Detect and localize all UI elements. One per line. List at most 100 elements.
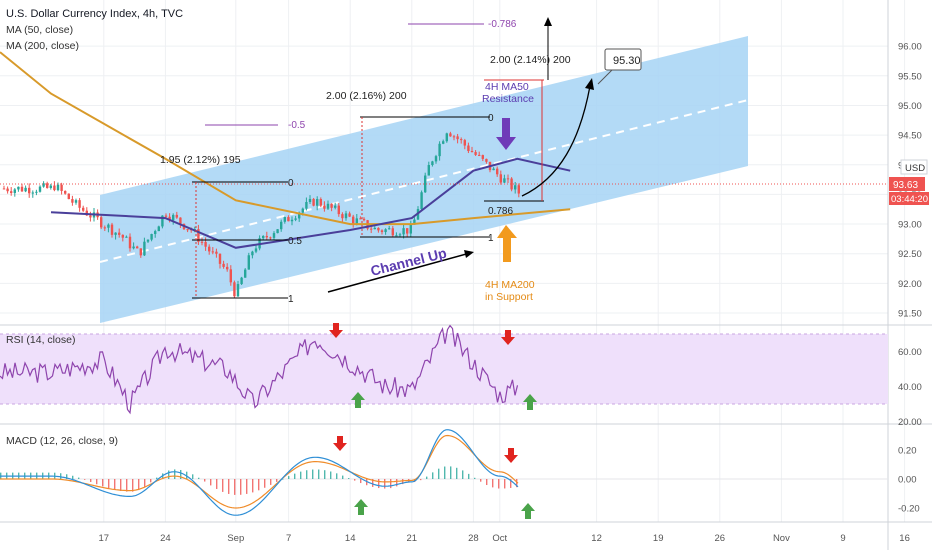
rsi-down-arrow-icon: [501, 330, 515, 345]
candle-body: [38, 186, 42, 192]
candle-body: [24, 187, 27, 192]
macd-hist-bar: [90, 479, 92, 482]
candle-body: [236, 284, 240, 297]
candle-body: [247, 255, 250, 270]
macd-tick-label: 0.00: [898, 475, 917, 486]
time-tick-label: Nov: [773, 533, 790, 544]
macd-hist-bar: [474, 477, 476, 479]
candle-body: [334, 205, 337, 208]
macd-hist-bar: [150, 479, 152, 483]
candle-body: [13, 189, 16, 193]
projection-curve: [521, 85, 591, 197]
symbol-title[interactable]: U.S. Dollar Currency Index, 4h, TVC: [6, 8, 183, 20]
time-tick-label: 24: [160, 533, 171, 544]
macd-hist-bar: [246, 479, 248, 494]
candle-body: [341, 214, 344, 219]
macd-hist-bar: [456, 467, 458, 479]
rsi-up-arrow-icon: [523, 394, 537, 410]
macd-up-arrow-icon: [354, 499, 368, 515]
candle-body: [204, 242, 207, 247]
rsi-legend[interactable]: RSI (14, close): [6, 334, 75, 346]
price-tick-label: 94.50: [898, 131, 922, 142]
macd-hist-bar: [288, 476, 290, 479]
candle-body: [118, 232, 121, 235]
candle-body: [164, 215, 168, 217]
fib-neg05-label: -0.5: [288, 120, 306, 131]
candle-body: [31, 192, 34, 194]
macd-hist-bar: [222, 479, 224, 492]
ma50-legend[interactable]: MA (50, close): [6, 24, 73, 36]
macd-down-arrow-icon: [333, 436, 347, 451]
time-axis: 17 24 Sep 7 14 21 28 Oct 12 19 26 Nov 9 16: [99, 533, 910, 544]
currency-box[interactable]: [900, 159, 928, 175]
macd-hist-bar: [168, 470, 170, 479]
macd-hist-bar: [138, 479, 140, 491]
candle-body: [215, 251, 218, 254]
candle-body: [330, 203, 333, 208]
candle-body: [355, 218, 358, 224]
ma50-line: [50, 157, 571, 249]
fib-neg0786-label: -0.786: [488, 19, 517, 30]
candle-body: [301, 208, 304, 213]
macd-hist-bar: [120, 479, 122, 491]
candle-body: [506, 178, 510, 180]
candle-body: [132, 246, 135, 249]
candle-body: [456, 136, 459, 140]
price-tick-label: 92.50: [898, 249, 922, 260]
candle-body: [499, 174, 502, 183]
candle-body: [233, 282, 236, 297]
fib-mid-one-label: 1: [488, 233, 494, 244]
candle-body: [316, 199, 319, 206]
candle-body: [384, 229, 387, 233]
candle-body: [449, 133, 452, 137]
fib-left-half-label: 0.5: [288, 236, 302, 247]
candle-body: [78, 200, 81, 208]
macd-hist-bar: [318, 469, 320, 479]
candle-body: [276, 229, 279, 234]
fib-right-drawing: [484, 79, 544, 202]
candle-body: [503, 178, 506, 183]
candle-body: [352, 216, 355, 224]
macd-hist-bar: [252, 479, 254, 493]
candle-body: [251, 251, 254, 256]
rsi-band: [0, 334, 888, 404]
candle-body: [110, 224, 114, 235]
candle-body: [298, 212, 301, 219]
macd-up-arrow-icon: [521, 503, 535, 519]
candle-body: [262, 235, 265, 239]
candle-body: [121, 234, 124, 238]
macd-legend[interactable]: MACD (12, 26, close, 9): [6, 435, 118, 447]
macd-hist-bar: [264, 479, 266, 488]
rsi-tick-label: 20.00: [898, 417, 922, 428]
candle-body: [200, 241, 204, 243]
candle-body: [370, 228, 373, 230]
candle-body: [323, 205, 326, 209]
fib-right-head-label: 2.00 (2.14%) 200: [490, 54, 571, 66]
candle-body: [56, 184, 60, 191]
ma200-legend[interactable]: MA (200, close): [6, 40, 79, 52]
rsi-tick-label: 60.00: [898, 347, 922, 358]
candle-body: [197, 229, 200, 242]
macd-hist-bar: [438, 468, 440, 479]
macd-hist-bar: [204, 479, 206, 482]
macd-hist-bar: [228, 479, 230, 494]
signal-arrows: [329, 323, 537, 519]
macd-tick-label: -0.20: [898, 504, 920, 515]
macd-hist-bar: [108, 479, 110, 489]
macd-hist-bar: [360, 479, 362, 484]
candle-body: [17, 186, 20, 190]
macd-hist-bar: [516, 479, 518, 488]
candle-body: [377, 227, 380, 231]
candle-body: [305, 201, 308, 209]
macd-hist-bar: [84, 479, 86, 480]
time-tick-label: 12: [591, 533, 602, 544]
price-tick-label: 93.00: [898, 220, 922, 231]
macd-hist-bar: [378, 479, 380, 489]
candle-body: [445, 133, 448, 142]
macd-hist-bar: [324, 470, 326, 479]
candle-body: [514, 185, 517, 190]
currency-label[interactable]: USD: [905, 163, 925, 174]
candle-body: [344, 213, 348, 219]
time-tick-label: 7: [286, 533, 291, 544]
candle-body: [211, 251, 214, 253]
